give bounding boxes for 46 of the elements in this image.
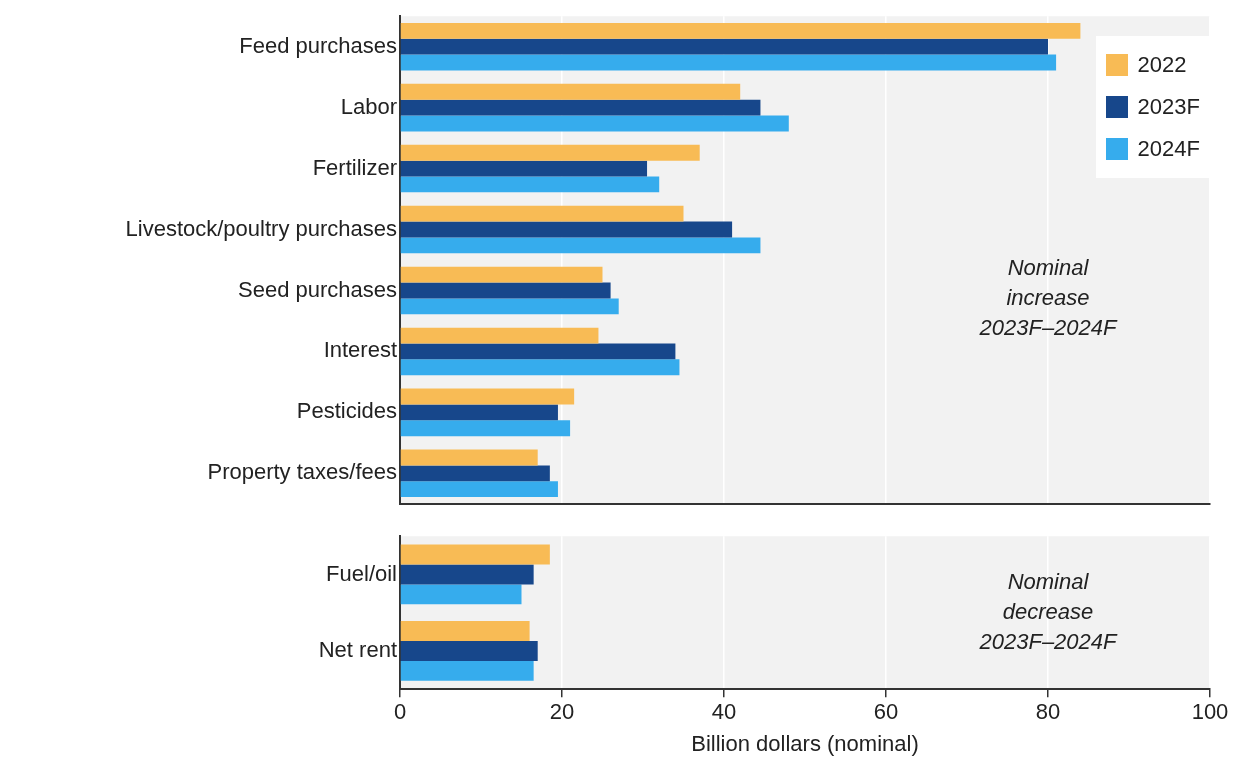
bar <box>400 266 603 283</box>
bar <box>400 54 1057 71</box>
annotation: Nominal decrease 2023F–2024F <box>978 568 1119 654</box>
bar <box>400 38 1048 55</box>
x-tick-label: 100 <box>1191 699 1229 725</box>
x-tick-label: 60 <box>873 699 899 725</box>
bar <box>400 205 684 222</box>
y-tick-label: Property taxes/fees <box>207 459 397 485</box>
bar <box>400 298 619 315</box>
bar <box>400 115 789 132</box>
y-tick-label: Fertilizer <box>312 154 397 180</box>
y-tick-label: Interest <box>323 337 397 363</box>
bar <box>400 99 761 116</box>
y-tick-label: Net rent <box>318 637 397 663</box>
legend-label: 2023F <box>1137 94 1200 121</box>
y-tick-label: Livestock/poultry purchases <box>125 215 397 241</box>
bar <box>400 404 558 421</box>
bar <box>400 465 550 482</box>
bar <box>400 420 571 437</box>
bar <box>400 327 599 344</box>
y-tick-label: Fuel/oil <box>326 560 397 586</box>
x-tick-label: 20 <box>549 699 575 725</box>
x-tick-label: 0 <box>393 699 407 725</box>
bar <box>400 481 558 498</box>
bar <box>400 449 538 466</box>
bar <box>400 176 660 193</box>
y-tick-label: Feed purchases <box>239 32 397 58</box>
x-axis-title: Billion dollars (nominal) <box>691 730 919 756</box>
y-tick-label: Labor <box>340 93 397 119</box>
legend-label: 2022 <box>1137 52 1187 79</box>
bar <box>400 388 575 405</box>
y-tick-label: Seed purchases <box>238 276 397 302</box>
bar <box>400 144 700 161</box>
x-tick-label: 40 <box>711 699 737 725</box>
x-tick-label: 80 <box>1035 699 1061 725</box>
bar <box>400 22 1081 39</box>
legend-label: 2024F <box>1137 136 1200 163</box>
bar <box>400 221 733 238</box>
bar <box>400 83 741 100</box>
y-tick-label: Pesticides <box>296 398 397 424</box>
bar <box>400 282 611 299</box>
annotation: Nominal increase 2023F–2024F <box>978 255 1119 341</box>
bar <box>400 237 761 254</box>
bar <box>400 343 676 360</box>
bar <box>400 160 648 177</box>
bar <box>400 359 680 376</box>
